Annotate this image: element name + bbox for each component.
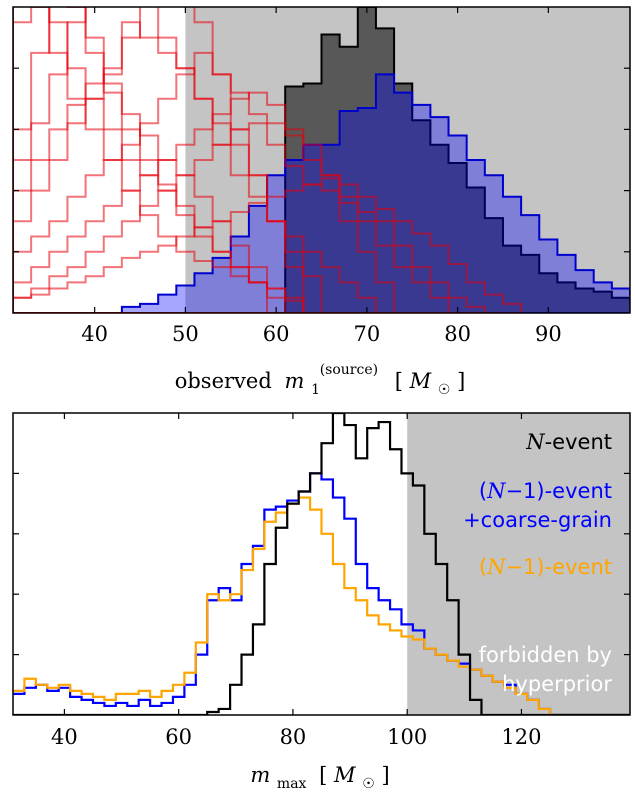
top-xtick-label: 60: [263, 322, 290, 346]
top-xlabel-sub: 1: [311, 382, 320, 398]
event-histogram-7: [13, 91, 450, 313]
event-histogram-12: [13, 21, 377, 313]
event-histogram-8: [13, 122, 486, 313]
legend-n-event: N-event: [525, 430, 612, 454]
legend-n1-event: (N−1)-event: [479, 555, 612, 579]
top-histogram-series: [13, 7, 630, 313]
top-xlabel-bracket-close: ]: [457, 369, 465, 393]
bottom-xlabel-sub: max: [277, 776, 307, 792]
event-histogram-11: [13, 7, 269, 313]
top-xtick-label: 70: [354, 322, 381, 346]
bottom-xlabel-unit-sub: ☉: [362, 776, 375, 792]
bottom-xlabel-var: m: [250, 763, 270, 787]
top-xlabel-bracket-open: [: [395, 369, 403, 393]
legend-n1-coarse-line2: +coarse-grain: [463, 508, 612, 532]
bottom-xtick-label: 60: [165, 725, 192, 749]
top-xlabel-sup: (source): [320, 362, 378, 378]
bottom-xtick-label: 120: [501, 725, 541, 749]
bottom-line-series: [13, 413, 630, 715]
top-plot-frame: [12, 6, 631, 314]
bottom-x-axis-label: m max [ M ☉ ]: [250, 763, 389, 792]
top-xtick-label: 50: [172, 322, 199, 346]
forbidden-label-line2: hyperprior: [502, 672, 612, 696]
bottom-xlabel-unit: M: [333, 763, 356, 787]
bottom-line-panel: 40 60 80 100 120 N-event (N−1)-event +coarse…: [12, 412, 631, 792]
bottom-xtick-label: 100: [387, 725, 427, 749]
n1-curve: [13, 496, 630, 715]
bottom-xlabel-bracket-open: [: [319, 763, 327, 787]
forbidden-label-line1: forbidden by: [479, 643, 612, 667]
n-event-histogram: [284, 7, 630, 313]
top-x-axis-label: observed m 1 (source) [ M ☉ ]: [175, 355, 466, 399]
event-histogram-6: [13, 51, 396, 313]
top-xlabel-unit-sub: ☉: [438, 382, 451, 398]
top-x-ticks: 40 50 60 70 80 90: [13, 7, 630, 346]
bottom-xtick-label: 80: [280, 725, 307, 749]
top-xtick-label: 40: [81, 322, 108, 346]
n-event-curve: [13, 413, 630, 715]
bottom-x-ticks: 40 60 80 100 120: [13, 413, 630, 749]
top-xtick-label: 80: [444, 322, 471, 346]
legend-n1-coarse-line1: (N−1)-event: [479, 479, 612, 503]
top-xlabel-prefix: observed: [175, 369, 272, 393]
top-xlabel-var: m: [284, 369, 304, 393]
top-histogram-panel: 40 50 60 70 80 90 observed m 1 (source) [ M ☉…: [12, 6, 631, 399]
bottom-xtick-label: 40: [51, 725, 78, 749]
bottom-plot-frame: [12, 412, 631, 716]
top-xlabel-unit: M: [409, 369, 432, 393]
bottom-xlabel-bracket-close: ]: [381, 763, 389, 787]
top-xtick-label: 90: [535, 322, 562, 346]
